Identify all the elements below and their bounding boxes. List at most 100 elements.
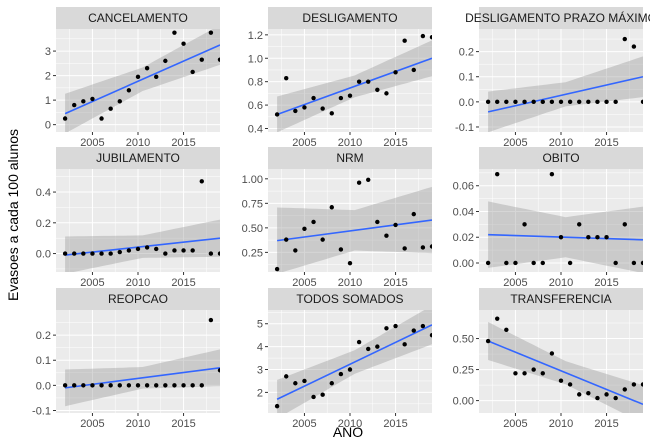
y-tick-label: 0.00 bbox=[453, 258, 474, 270]
data-point bbox=[172, 383, 177, 388]
strip-desligamento-prazo-m-ximo bbox=[479, 7, 643, 29]
strip-label-obito: OBITO bbox=[542, 151, 579, 165]
data-point bbox=[172, 30, 177, 35]
data-point bbox=[631, 260, 637, 266]
data-point bbox=[622, 222, 627, 227]
x-tick-label: 2010 bbox=[549, 137, 573, 149]
data-point bbox=[320, 237, 325, 242]
panel-nrm: NRM 0.25 0.50 0.75 1.00 2005 2010 2015 bbox=[242, 147, 432, 289]
x-tick-label: 2005 bbox=[292, 418, 316, 430]
data-point bbox=[522, 222, 527, 227]
data-point bbox=[163, 383, 168, 388]
y-tick-label: 0.2 bbox=[36, 218, 51, 230]
data-point bbox=[495, 99, 500, 105]
data-point bbox=[117, 383, 122, 388]
data-point bbox=[81, 383, 86, 388]
data-point bbox=[338, 247, 344, 252]
data-point bbox=[504, 260, 509, 266]
strip-label-transferencia: TRANSFERENCIA bbox=[510, 292, 611, 306]
data-point bbox=[495, 316, 500, 321]
y-tick-label: 1 bbox=[45, 95, 51, 107]
data-point bbox=[384, 91, 389, 96]
data-point bbox=[384, 233, 389, 238]
x-tick-label: 2005 bbox=[80, 277, 104, 289]
data-point bbox=[356, 180, 362, 185]
data-point bbox=[613, 99, 618, 105]
data-point bbox=[420, 33, 426, 39]
y-tick-label: 0.04 bbox=[453, 206, 474, 218]
x-tick-label: 2005 bbox=[503, 277, 527, 289]
data-point bbox=[144, 66, 150, 71]
data-point bbox=[604, 99, 609, 105]
x-tick-label: 2010 bbox=[126, 137, 150, 149]
data-point bbox=[586, 390, 591, 396]
data-point bbox=[393, 70, 398, 75]
data-point bbox=[522, 99, 527, 105]
data-point bbox=[366, 346, 371, 352]
data-point bbox=[567, 260, 573, 266]
data-point bbox=[604, 392, 609, 397]
data-point bbox=[311, 394, 316, 400]
y-tick-label: 0.2 bbox=[36, 330, 51, 342]
data-point bbox=[411, 67, 416, 73]
data-point bbox=[485, 260, 491, 266]
data-point bbox=[577, 392, 582, 397]
data-point bbox=[558, 99, 564, 105]
y-tick-label: 0.25 bbox=[453, 365, 474, 377]
y-tick-label: 2 bbox=[257, 387, 263, 399]
data-point bbox=[81, 99, 86, 104]
data-point bbox=[302, 105, 307, 110]
data-point bbox=[338, 371, 344, 377]
x-tick-label: 2005 bbox=[503, 137, 527, 149]
panel-reopcao: REOPCAO -0.1 0.0 0.1 0.2 2005 2010 2015 bbox=[32, 288, 220, 430]
data-point bbox=[311, 95, 316, 101]
y-tick-label: 0.1 bbox=[459, 72, 474, 84]
y-tick-label: 0.75 bbox=[242, 198, 263, 210]
data-point bbox=[90, 383, 95, 388]
strip-label-nrm: NRM bbox=[336, 151, 363, 165]
y-tick-label: 0.0 bbox=[36, 380, 51, 392]
data-point bbox=[320, 106, 325, 111]
x-tick-label: 2005 bbox=[80, 137, 104, 149]
data-point bbox=[531, 260, 536, 266]
data-point bbox=[293, 108, 298, 114]
x-tick-label: 2005 bbox=[503, 418, 527, 430]
data-point bbox=[284, 75, 289, 81]
data-point bbox=[347, 367, 353, 372]
x-tick-label: 2010 bbox=[338, 137, 362, 149]
data-point bbox=[117, 249, 122, 255]
data-point bbox=[108, 106, 113, 111]
data-point bbox=[190, 383, 195, 388]
x-tick-label: 2005 bbox=[292, 277, 316, 289]
x-tick-label: 2005 bbox=[80, 418, 104, 430]
data-point bbox=[522, 371, 527, 376]
data-point bbox=[217, 57, 220, 62]
x-tick-label: 2010 bbox=[549, 277, 573, 289]
data-point bbox=[347, 93, 353, 98]
strip-cancelamento bbox=[56, 7, 220, 29]
y-tick-label: 4 bbox=[257, 342, 263, 354]
data-point bbox=[567, 99, 573, 105]
data-point bbox=[513, 99, 518, 105]
y-tick-label: 0.02 bbox=[453, 232, 474, 244]
data-point bbox=[640, 382, 643, 387]
data-point bbox=[384, 326, 389, 331]
strip-desligamento bbox=[268, 7, 432, 29]
data-point bbox=[485, 338, 491, 344]
data-point bbox=[208, 317, 214, 323]
data-point bbox=[181, 248, 186, 253]
data-point bbox=[190, 69, 195, 75]
data-point bbox=[549, 99, 555, 105]
data-point bbox=[208, 30, 214, 35]
data-point bbox=[402, 342, 407, 347]
data-point bbox=[293, 248, 298, 253]
trend-line bbox=[276, 324, 432, 400]
data-point bbox=[631, 44, 637, 49]
x-tick-label: 2010 bbox=[549, 418, 573, 430]
data-point bbox=[181, 41, 186, 46]
data-point bbox=[640, 260, 643, 266]
y-tick-label: 0.6 bbox=[248, 100, 263, 112]
strip-label-desligamento: DESLIGAMENTO bbox=[302, 11, 397, 25]
data-point bbox=[338, 95, 344, 101]
data-point bbox=[540, 99, 545, 105]
